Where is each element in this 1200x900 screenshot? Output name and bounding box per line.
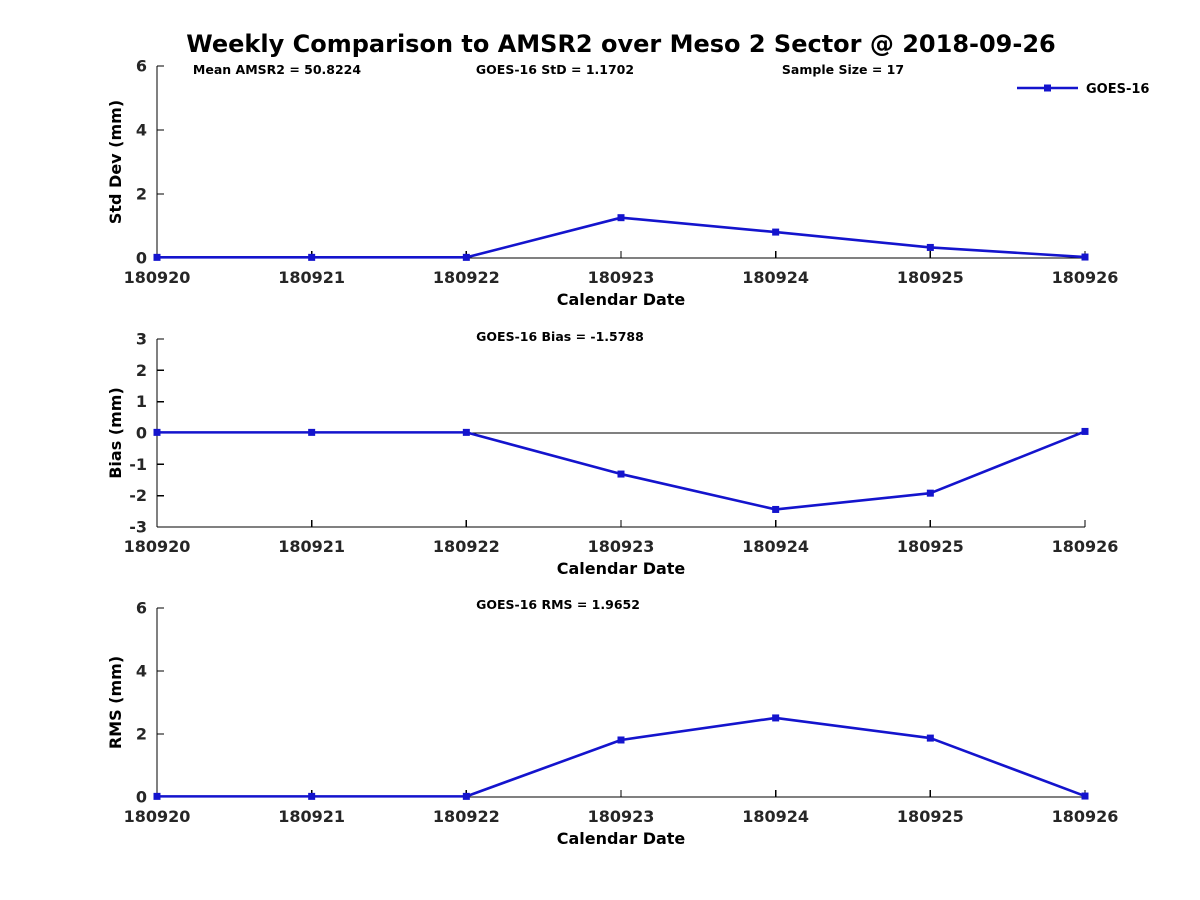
x-tick-label: 180922: [433, 807, 500, 826]
y-tick-label: 1: [136, 392, 147, 411]
y-tick-label: 4: [136, 121, 147, 140]
data-point-marker: [617, 736, 625, 744]
figure-title: Weekly Comparison to AMSR2 over Meso 2 S…: [186, 30, 1056, 58]
data-point-marker: [462, 792, 470, 800]
data-point-marker: [153, 253, 161, 261]
data-point-marker: [1081, 427, 1089, 435]
y-axis-title: Std Dev (mm): [106, 100, 125, 224]
x-tick-label: 180921: [278, 268, 345, 287]
y-axis-title: RMS (mm): [106, 656, 125, 749]
legend-marker-sample: [1044, 84, 1051, 92]
x-tick-label: 180924: [742, 537, 809, 556]
x-tick-label: 180926: [1052, 537, 1119, 556]
y-tick-label: 0: [136, 788, 147, 807]
data-point-marker: [772, 714, 780, 722]
y-axis-title: Bias (mm): [106, 387, 125, 479]
y-tick-label: 2: [136, 361, 147, 380]
annotation-text: Sample Size = 17: [782, 62, 904, 77]
x-axis-title: Calendar Date: [557, 829, 686, 848]
y-tick-label: 6: [136, 57, 147, 76]
data-point-marker: [1081, 792, 1089, 800]
x-tick-label: 180924: [742, 268, 809, 287]
data-point-marker: [926, 489, 934, 497]
x-tick-label: 180925: [897, 268, 964, 287]
annotation-text: GOES-16 StD = 1.1702: [476, 62, 634, 77]
data-point-marker: [308, 428, 316, 436]
data-point-marker: [308, 792, 316, 800]
data-point-marker: [153, 792, 161, 800]
data-point-marker: [926, 243, 934, 251]
data-point-marker: [462, 428, 470, 436]
data-point-marker: [1081, 253, 1089, 261]
x-tick-label: 180926: [1052, 807, 1119, 826]
series-line: [157, 430, 1086, 511]
y-tick-label: 3: [136, 330, 147, 349]
x-tick-label: 180921: [278, 537, 345, 556]
annotation-text: Mean AMSR2 = 50.8224: [193, 62, 361, 77]
x-tick-label: 180922: [433, 268, 500, 287]
x-tick-label: 180926: [1052, 268, 1119, 287]
data-point-marker: [617, 470, 625, 478]
legend-label: GOES-16: [1086, 82, 1149, 97]
y-tick-label: 2: [136, 185, 147, 204]
data-point-marker: [926, 734, 934, 742]
x-axis-title: Calendar Date: [557, 290, 686, 309]
data-point-marker: [462, 253, 470, 261]
x-tick-label: 180923: [588, 268, 655, 287]
x-tick-label: 180921: [278, 807, 345, 826]
x-tick-label: 180920: [124, 807, 191, 826]
y-tick-label: 6: [136, 599, 147, 618]
data-point-marker: [617, 214, 625, 222]
y-tick-label: -1: [129, 455, 147, 474]
data-point-marker: [153, 428, 161, 436]
data-point-marker: [772, 505, 780, 513]
data-point-marker: [772, 228, 780, 236]
y-tick-label: -3: [129, 518, 147, 537]
x-tick-label: 180924: [742, 807, 809, 826]
annotation-text: GOES-16 Bias = -1.5788: [476, 329, 644, 344]
y-tick-label: 0: [136, 424, 147, 443]
x-tick-label: 180923: [588, 537, 655, 556]
y-tick-label: 4: [136, 662, 147, 681]
y-tick-label: 0: [136, 249, 147, 268]
x-tick-label: 180925: [897, 537, 964, 556]
y-tick-label: -2: [129, 486, 147, 505]
x-axis-title: Calendar Date: [557, 559, 686, 578]
annotation-text: GOES-16 RMS = 1.9652: [476, 597, 640, 612]
x-tick-label: 180925: [897, 807, 964, 826]
x-tick-label: 180923: [588, 807, 655, 826]
data-point-marker: [308, 253, 316, 261]
y-tick-label: 2: [136, 725, 147, 744]
x-tick-label: 180920: [124, 537, 191, 556]
x-tick-label: 180922: [433, 537, 500, 556]
series-line: [157, 716, 1086, 798]
x-tick-label: 180920: [124, 268, 191, 287]
